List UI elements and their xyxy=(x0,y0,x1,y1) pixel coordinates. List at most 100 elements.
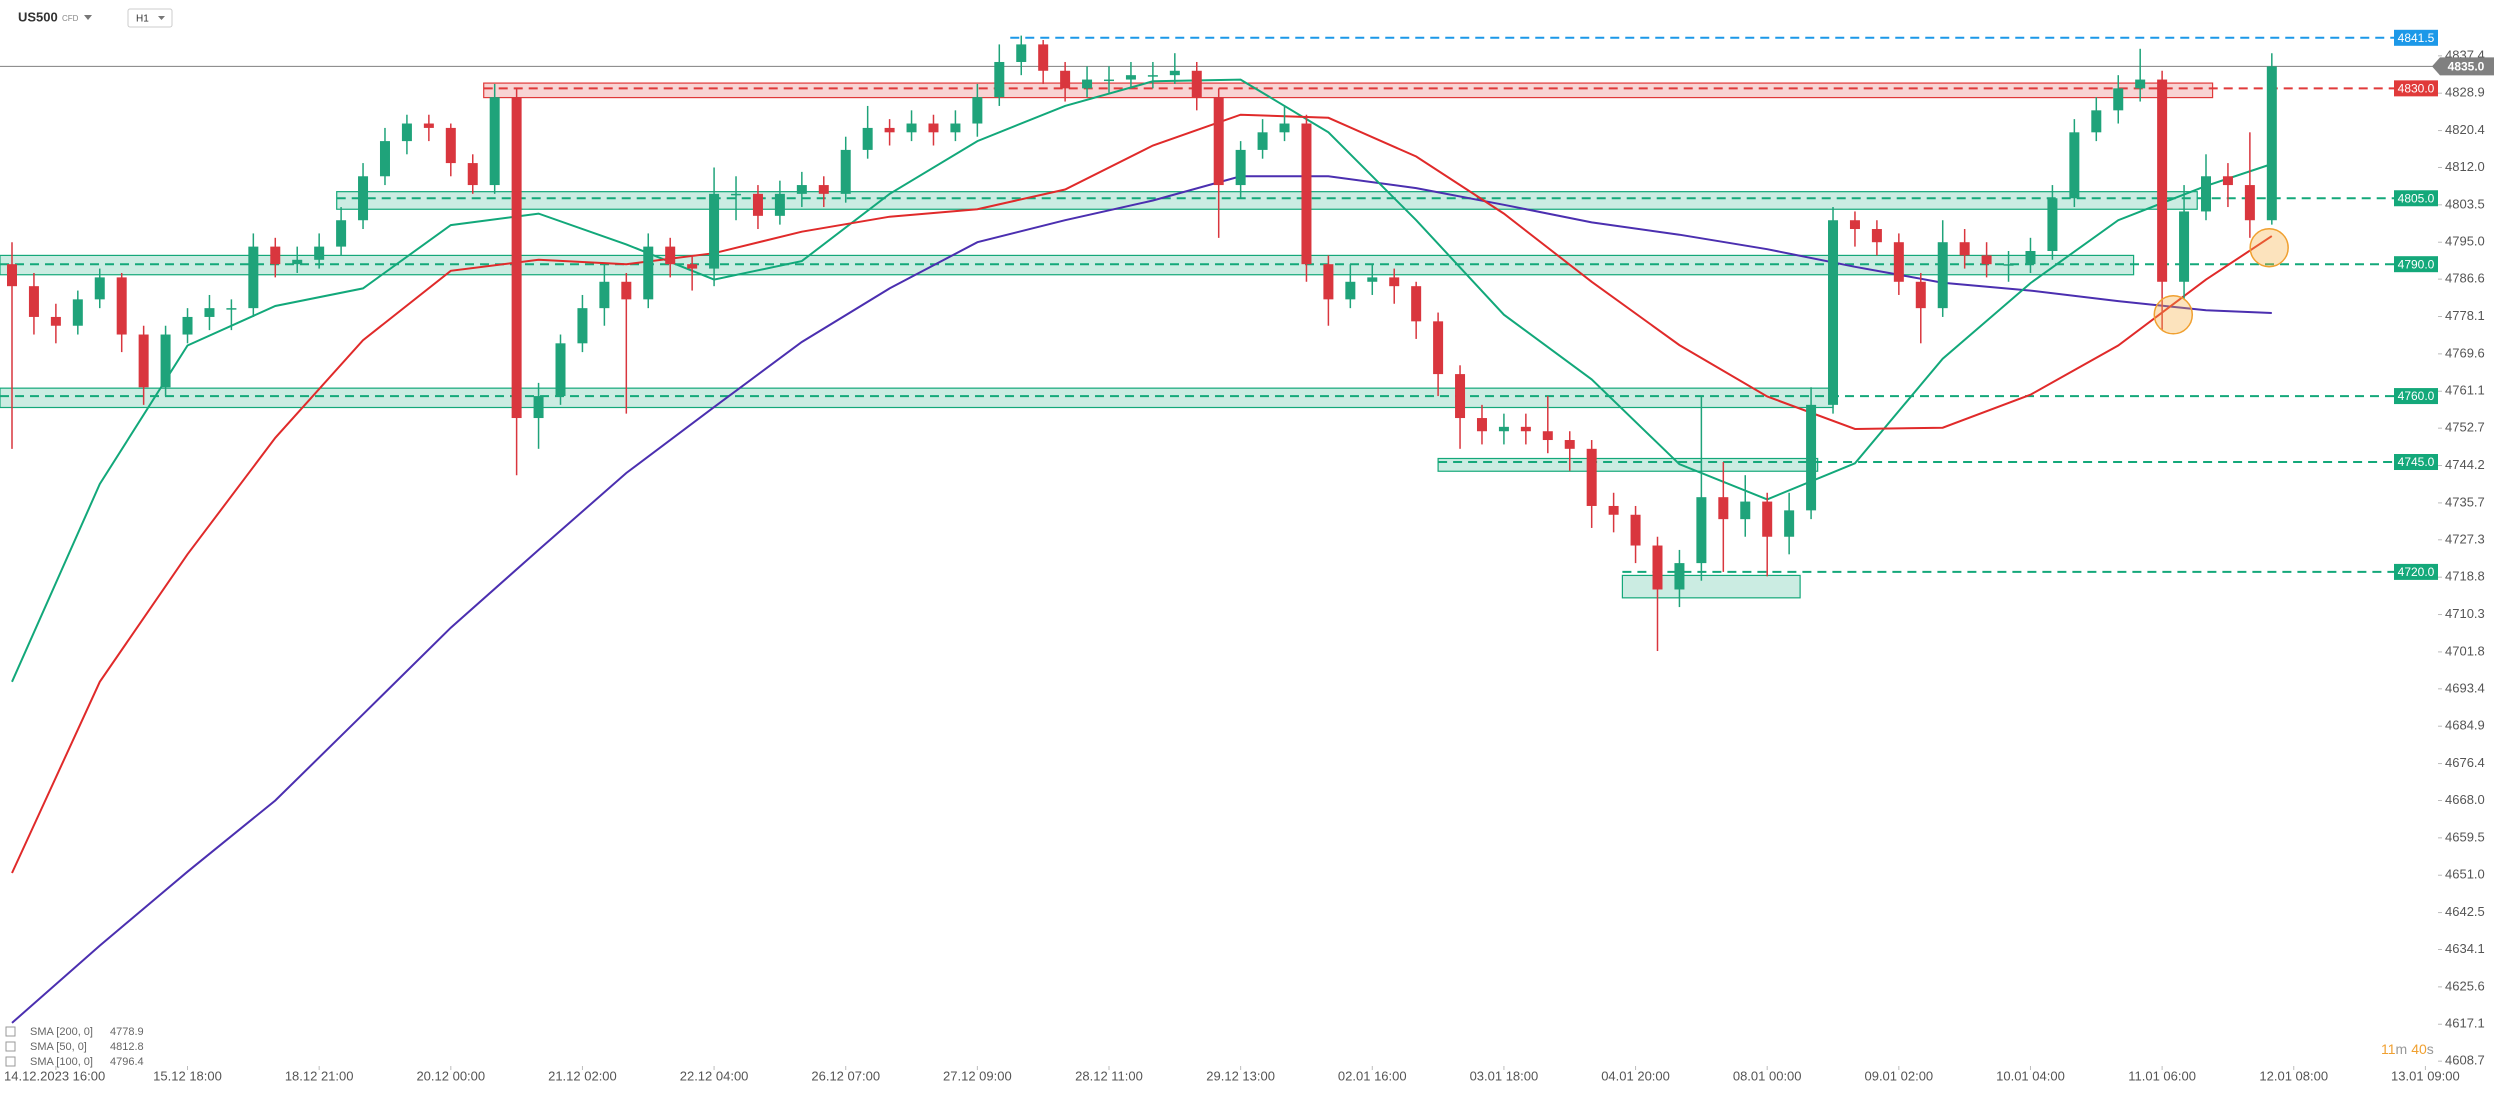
x-tick-label: 04.01 20:00 xyxy=(1601,1068,1670,1083)
candle-body xyxy=(731,193,742,196)
candle-body xyxy=(28,286,39,317)
instrument-type: CFD xyxy=(62,14,79,23)
price-zone xyxy=(483,82,2214,99)
timeframe-dropdown[interactable] xyxy=(158,16,165,20)
legend-icon xyxy=(5,1041,16,1052)
level-tag-label: 4790.0 xyxy=(2398,257,2435,271)
candle-body xyxy=(906,123,917,133)
candle-body xyxy=(2091,110,2102,133)
x-tick-label: 08.01 00:00 xyxy=(1733,1068,1802,1083)
symbol[interactable]: US500 xyxy=(18,9,58,24)
sma-line xyxy=(11,175,2272,1024)
candle-body xyxy=(2003,264,2014,266)
candle-body xyxy=(1389,277,1400,287)
timer-minutes: 11 xyxy=(2381,1041,2396,1057)
y-tick-label: 4625.6 xyxy=(2445,978,2485,993)
candle-body xyxy=(336,220,347,247)
candle-body xyxy=(467,163,478,186)
y-tick-label: 4668.0 xyxy=(2445,792,2485,807)
candle-body xyxy=(1433,321,1444,375)
x-tick-label: 28.12 11:00 xyxy=(1075,1068,1143,1083)
level-tag-label: 4841.5 xyxy=(2398,31,2435,45)
y-tick-label: 4642.5 xyxy=(2445,904,2485,919)
candle-body xyxy=(423,123,434,128)
candle-body xyxy=(292,259,303,265)
price-zone xyxy=(0,387,1834,409)
price-zone xyxy=(1437,457,1819,472)
candle-body xyxy=(599,281,610,309)
candle-body xyxy=(2047,198,2058,252)
candle-body xyxy=(1915,281,1926,309)
candle-body xyxy=(1455,374,1466,419)
timer-seconds-unit: s xyxy=(2427,1041,2434,1057)
timeframe-box[interactable] xyxy=(127,8,173,28)
x-tick-label: 13.01 09:00 xyxy=(2391,1068,2460,1083)
candle-body xyxy=(2179,211,2190,282)
candle-body xyxy=(182,316,193,335)
candle-body xyxy=(1586,448,1597,506)
candle-body xyxy=(1959,242,1970,256)
candle-body xyxy=(994,61,1005,98)
candle-body xyxy=(950,123,961,133)
candle-body xyxy=(1279,123,1290,133)
level-tag-label: 4720.0 xyxy=(2398,565,2435,579)
legend-name: SMA [200, 0] xyxy=(30,1026,93,1038)
level-tag xyxy=(2394,80,2438,97)
y-tick-label: 4795.0 xyxy=(2445,234,2485,249)
x-tick-label: 02.01 16:00 xyxy=(1338,1068,1407,1083)
y-tick-label: 4803.5 xyxy=(2445,196,2485,211)
timeframe[interactable]: H1 xyxy=(136,14,149,25)
candle-body xyxy=(2113,88,2124,111)
level-tag xyxy=(2394,454,2438,471)
candle-body xyxy=(1411,286,1422,322)
candle-body xyxy=(1762,501,1773,537)
candle-body xyxy=(1147,75,1158,77)
timer-minutes-unit: m xyxy=(2396,1041,2408,1057)
candle-body xyxy=(555,343,566,397)
candle-body xyxy=(1937,242,1948,309)
candle-body xyxy=(643,246,654,300)
candle-body xyxy=(1871,229,1882,243)
x-tick-label: 18.12 21:00 xyxy=(285,1068,354,1083)
x-tick-label: 29.12 13:00 xyxy=(1206,1068,1275,1083)
candle-body xyxy=(533,396,544,419)
candle-body xyxy=(1893,242,1904,282)
x-tick-label: 09.01 02:00 xyxy=(1864,1068,1933,1083)
candle-body xyxy=(94,277,105,300)
y-tick-label: 4659.5 xyxy=(2445,829,2485,844)
level-tag xyxy=(2394,388,2438,405)
y-tick-label: 4735.7 xyxy=(2445,494,2485,509)
legend-value: 4812.8 xyxy=(110,1041,144,1053)
sma-line xyxy=(11,113,2273,874)
price-zone xyxy=(1621,574,1801,599)
y-tick-label: 4676.4 xyxy=(2445,755,2485,770)
candle-body xyxy=(1257,132,1268,150)
candle-body xyxy=(709,193,720,269)
candle-body xyxy=(2025,251,2036,265)
x-tick-label: 21.12 02:00 xyxy=(548,1068,617,1083)
y-tick-label: 4828.9 xyxy=(2445,85,2485,100)
symbol-dropdown[interactable] xyxy=(84,15,92,20)
candle-body xyxy=(401,123,412,142)
x-tick-label: 22.12 04:00 xyxy=(680,1068,749,1083)
price-zone xyxy=(336,191,2198,210)
candle-body xyxy=(1718,497,1729,520)
legend-value: 4796.4 xyxy=(110,1056,144,1068)
level-tag xyxy=(2394,29,2438,46)
candle-body xyxy=(1696,497,1707,564)
candle-body xyxy=(445,127,456,164)
candle-body xyxy=(2069,132,2080,199)
legend-name: SMA [100, 0] xyxy=(30,1056,93,1068)
y-tick-label: 4693.4 xyxy=(2445,680,2485,695)
candle-body xyxy=(752,193,763,216)
highlight-circle xyxy=(2153,295,2194,335)
candle-body xyxy=(1476,418,1487,432)
candle-body xyxy=(511,97,522,419)
candle-body xyxy=(1082,79,1093,89)
candle-body xyxy=(379,141,390,177)
candle-body xyxy=(1345,281,1356,300)
candle-body xyxy=(818,185,829,194)
y-tick-label: 4778.1 xyxy=(2445,308,2485,323)
header: US500 CFD H1 xyxy=(18,8,173,28)
